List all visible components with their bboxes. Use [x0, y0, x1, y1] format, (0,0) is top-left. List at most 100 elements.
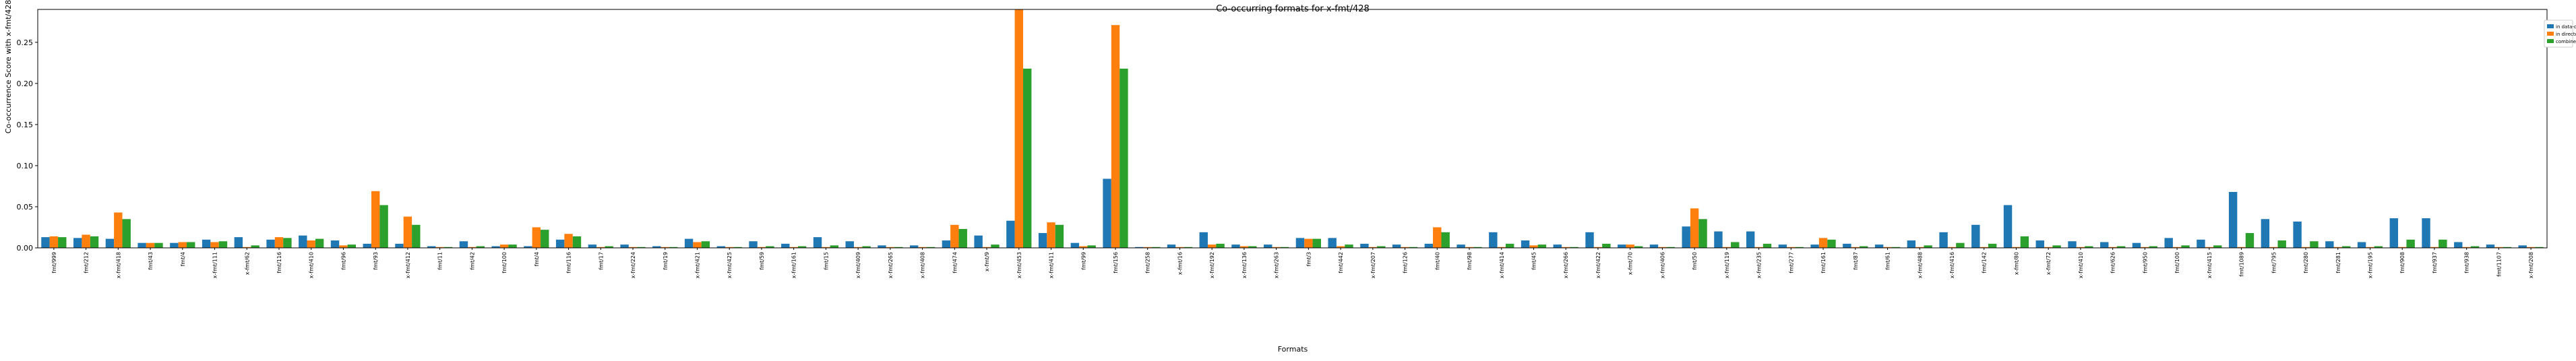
bar-series-2-73	[2406, 239, 2415, 248]
bars-layer	[41, 9, 2544, 248]
bar-series-1-45	[1497, 247, 1506, 248]
y-tick-label-5: 0.25	[17, 38, 34, 47]
x-tick-label-75: fmt/938	[2464, 252, 2470, 273]
bar-series-1-74	[2430, 247, 2439, 248]
bar-series-2-52	[1731, 242, 1740, 248]
bar-series-2-61	[2020, 236, 2029, 248]
bar-series-1-39	[1304, 238, 1313, 248]
bar-series-0-71	[2325, 241, 2334, 248]
bar-series-2-70	[2310, 241, 2319, 248]
x-tick-label-0: fmt/999	[51, 252, 57, 273]
bar-series-1-23	[789, 247, 798, 248]
bar-series-0-34	[1135, 247, 1144, 248]
legend-swatch-1	[2547, 32, 2554, 36]
bar-series-0-43	[1424, 243, 1434, 248]
bar-series-0-49	[1618, 244, 1626, 248]
x-tick-label-66: fmt/100	[2174, 252, 2180, 273]
y-tick-label-4: 0.20	[17, 79, 34, 88]
bar-series-1-62	[2044, 247, 2053, 248]
x-tick-label-10: fmt/93	[373, 252, 379, 270]
x-tick-label-32: fmt/99	[1080, 252, 1086, 270]
bar-series-2-26	[894, 247, 903, 248]
bar-series-2-4	[186, 242, 195, 248]
bar-series-1-55	[1818, 238, 1828, 248]
legend-label-0: in data-objects	[2556, 24, 2576, 30]
bar-series-0-36	[1199, 232, 1208, 248]
bar-series-0-0	[41, 237, 50, 248]
bar-series-2-42	[1409, 247, 1418, 248]
bar-series-0-53	[1746, 231, 1755, 248]
bar-series-0-47	[1553, 244, 1562, 248]
bar-series-1-56	[1851, 247, 1860, 248]
bar-series-2-22	[766, 246, 774, 248]
bar-series-1-22	[757, 247, 766, 248]
bar-series-0-25	[845, 241, 854, 248]
x-tick-label-11: x-fmt/412	[405, 252, 411, 278]
bar-series-2-67	[2213, 245, 2222, 248]
bar-series-2-0	[58, 237, 67, 248]
bar-series-0-20	[684, 238, 694, 248]
bar-series-1-42	[1401, 247, 1409, 248]
bar-series-2-76	[2503, 247, 2512, 248]
bar-series-0-28	[942, 240, 951, 248]
bar-series-0-38	[1264, 244, 1272, 248]
x-axis-label: Formats	[1278, 345, 1308, 354]
bar-series-0-50	[1649, 244, 1659, 248]
x-tick-label-65: fmt/950	[2142, 252, 2148, 273]
x-tick-label-47: x-fmt/266	[1563, 252, 1569, 278]
bar-series-1-51	[1690, 208, 1699, 248]
x-tick-label-41: x-fmt/207	[1370, 252, 1376, 278]
x-tick-label-26: x-fmt/265	[888, 252, 894, 278]
x-tick-label-53: x-fmt/235	[1756, 252, 1762, 278]
x-tick-label-20: x-fmt/421	[694, 252, 700, 278]
bar-series-0-4	[170, 242, 179, 248]
x-tick-label-29: x-fmt/9	[984, 252, 990, 271]
bar-series-1-65	[2141, 247, 2149, 248]
bar-series-0-2	[105, 238, 115, 248]
bar-series-2-63	[2085, 246, 2093, 248]
x-tick-label-50: x-fmt/406	[1659, 252, 1665, 278]
x-tick-label-63: x-fmt/410	[2078, 252, 2084, 278]
bar-series-1-12	[435, 247, 444, 248]
x-tick-label-44: fmt/98	[1467, 252, 1473, 270]
bar-series-2-64	[2116, 246, 2126, 248]
bar-series-2-36	[1216, 243, 1225, 248]
x-tick-label-14: fmt/100	[501, 252, 508, 273]
bar-series-0-37	[1231, 244, 1240, 248]
x-tick-label-9: fmt/96	[340, 252, 346, 270]
x-tick-label-72: x-fmt/195	[2367, 252, 2373, 278]
x-tick-label-69: fmt/795	[2271, 252, 2277, 273]
bar-series-2-54	[1795, 247, 1804, 248]
plot-frame	[37, 9, 2548, 249]
bar-series-0-8	[299, 235, 307, 248]
bar-series-2-55	[1827, 239, 1836, 248]
bar-series-2-39	[1312, 238, 1321, 248]
bar-series-2-43	[1441, 232, 1450, 248]
x-tick-label-31: x-fmt/411	[1049, 252, 1055, 278]
x-tick-label-23: x-fmt/161	[791, 252, 797, 278]
bar-series-1-9	[339, 245, 348, 248]
x-tick-label-24: fmt/15	[823, 252, 829, 270]
x-tick-label-56: fmt/87	[1853, 252, 1859, 270]
bar-series-2-18	[637, 247, 646, 248]
bar-series-1-41	[1368, 247, 1378, 248]
bar-series-0-17	[588, 244, 597, 248]
bar-series-0-70	[2293, 221, 2302, 248]
bar-series-0-40	[1328, 238, 1337, 248]
bar-series-2-58	[1924, 245, 1932, 248]
bar-series-2-40	[1345, 244, 1353, 248]
bar-series-2-38	[1280, 247, 1289, 248]
x-tick-label-55: fmt/161	[1820, 252, 1827, 273]
bar-series-0-14	[491, 246, 500, 248]
bar-series-0-6	[234, 237, 243, 248]
x-tick-label-64: fmt/626	[2110, 252, 2116, 273]
bar-series-2-14	[508, 244, 517, 248]
bar-series-2-16	[572, 236, 582, 248]
bar-series-2-9	[347, 244, 357, 248]
x-tick-label-61: x-fmt/80	[2013, 252, 2019, 275]
x-tick-label-17: fmt/17	[598, 252, 604, 270]
bar-series-2-27	[926, 247, 936, 248]
bar-series-0-73	[2389, 218, 2399, 248]
bar-series-1-33	[1111, 25, 1120, 248]
bar-series-1-0	[49, 236, 59, 248]
